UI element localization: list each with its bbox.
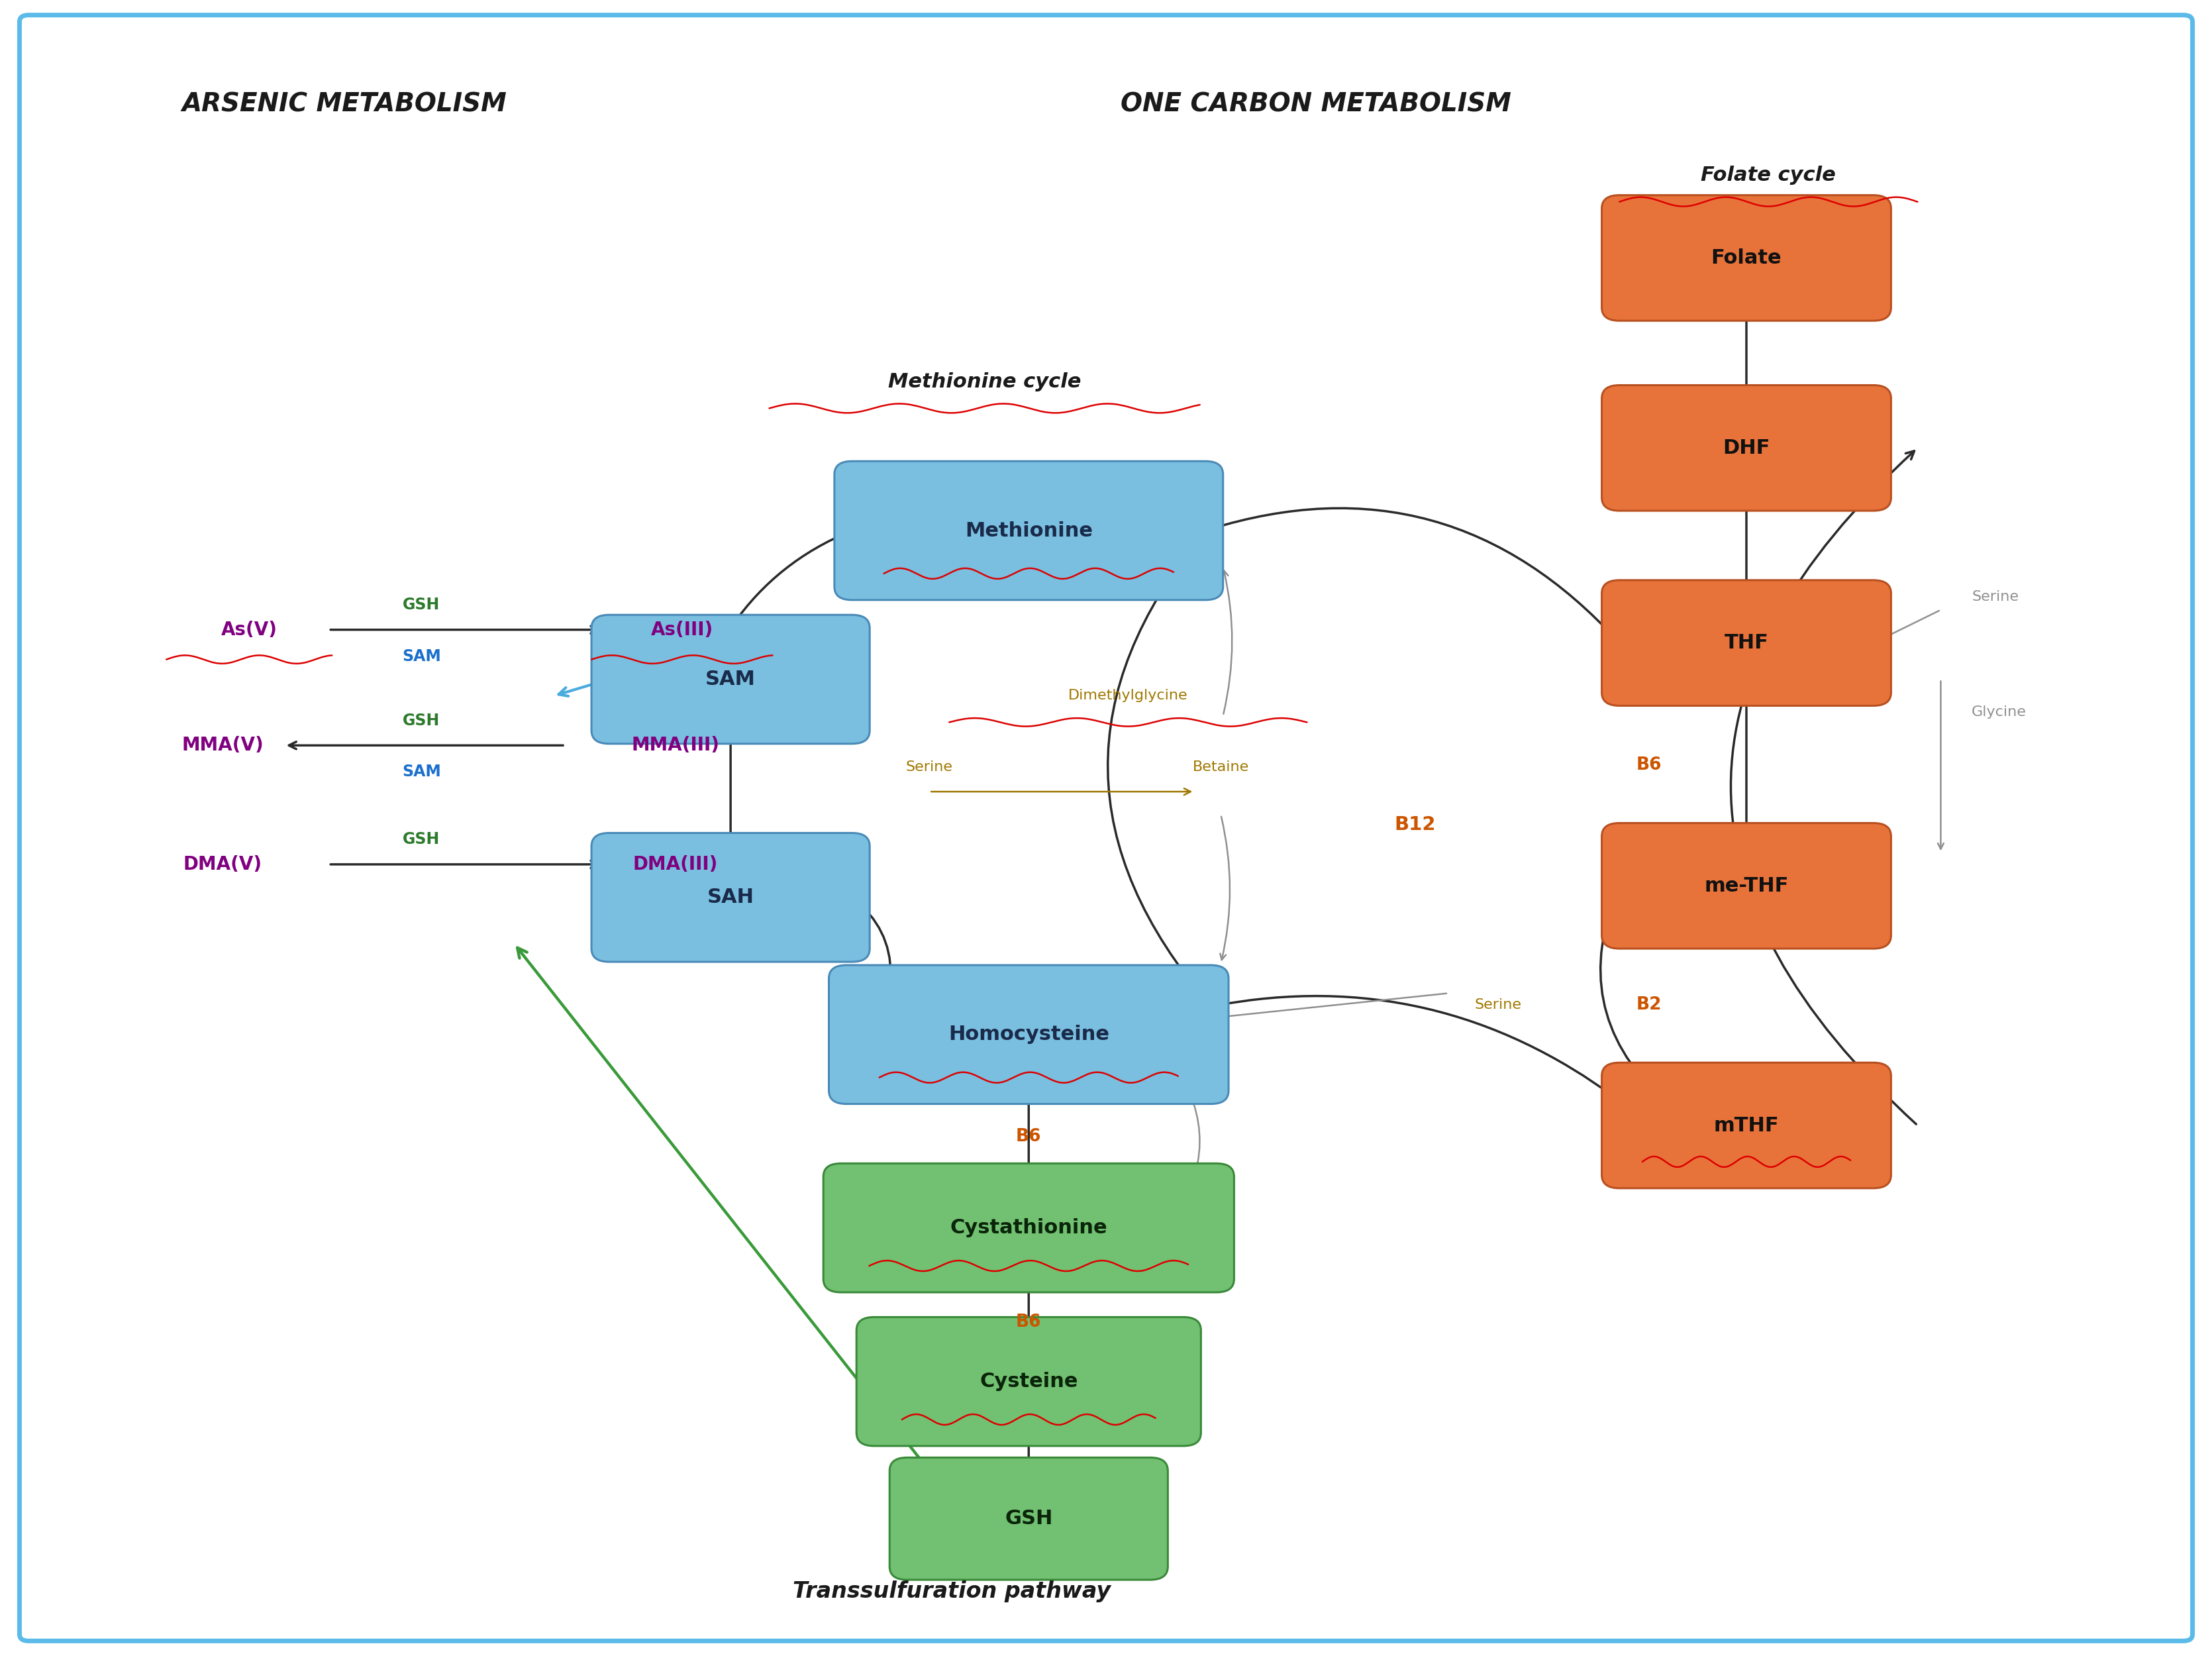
Text: me-THF: me-THF (1703, 876, 1790, 896)
Text: Folate cycle: Folate cycle (1701, 166, 1836, 185)
Text: Folate: Folate (1712, 248, 1781, 268)
Text: GSH: GSH (403, 831, 440, 848)
Text: B6: B6 (1015, 1128, 1042, 1146)
Text: Homocysteine: Homocysteine (949, 1025, 1108, 1045)
FancyBboxPatch shape (889, 1457, 1168, 1580)
FancyBboxPatch shape (856, 1317, 1201, 1446)
Text: SAM: SAM (403, 763, 440, 780)
FancyBboxPatch shape (834, 460, 1223, 599)
Text: SAH: SAH (708, 888, 754, 907)
Text: Methionine cycle: Methionine cycle (887, 373, 1082, 391)
Text: As(III): As(III) (650, 621, 712, 639)
Text: GSH: GSH (1004, 1509, 1053, 1528)
Text: B6: B6 (1637, 757, 1661, 773)
FancyBboxPatch shape (1601, 580, 1891, 705)
Text: Dimethylglycine: Dimethylglycine (1068, 689, 1188, 702)
Text: B6: B6 (1015, 1313, 1042, 1331)
Text: GSH: GSH (403, 598, 440, 613)
Text: MMA(V): MMA(V) (181, 737, 263, 755)
Text: MMA(III): MMA(III) (630, 737, 719, 755)
Text: Glycine: Glycine (1971, 705, 2026, 719)
Text: Serine: Serine (1475, 999, 1522, 1012)
FancyBboxPatch shape (591, 833, 869, 962)
FancyBboxPatch shape (1601, 1063, 1891, 1189)
Text: Betaine: Betaine (1192, 760, 1250, 773)
FancyBboxPatch shape (1601, 195, 1891, 321)
Text: DHF: DHF (1723, 439, 1770, 457)
Text: DMA(V): DMA(V) (184, 854, 261, 874)
Text: Methionine: Methionine (964, 522, 1093, 540)
Text: ARSENIC METABOLISM: ARSENIC METABOLISM (181, 91, 507, 118)
Text: As(V): As(V) (221, 621, 276, 639)
Text: Serine: Serine (907, 760, 953, 773)
Text: DMA(III): DMA(III) (633, 854, 719, 874)
FancyBboxPatch shape (1601, 823, 1891, 949)
Text: THF: THF (1725, 633, 1770, 652)
Text: Cysteine: Cysteine (980, 1371, 1077, 1391)
Text: Serine: Serine (1971, 590, 2020, 603)
Text: mTHF: mTHF (1714, 1116, 1778, 1134)
FancyBboxPatch shape (1601, 386, 1891, 510)
Text: Transsulfuration pathway: Transsulfuration pathway (792, 1580, 1110, 1603)
Text: Cystathionine: Cystathionine (949, 1219, 1108, 1237)
Text: GSH: GSH (403, 712, 440, 729)
Text: SAM: SAM (706, 669, 757, 689)
Text: B2: B2 (1637, 997, 1661, 1013)
FancyBboxPatch shape (591, 614, 869, 744)
FancyBboxPatch shape (830, 965, 1228, 1105)
Text: ONE CARBON METABOLISM: ONE CARBON METABOLISM (1121, 91, 1511, 118)
Text: B12: B12 (1394, 815, 1436, 835)
Text: SAM: SAM (403, 647, 440, 664)
FancyBboxPatch shape (823, 1164, 1234, 1292)
